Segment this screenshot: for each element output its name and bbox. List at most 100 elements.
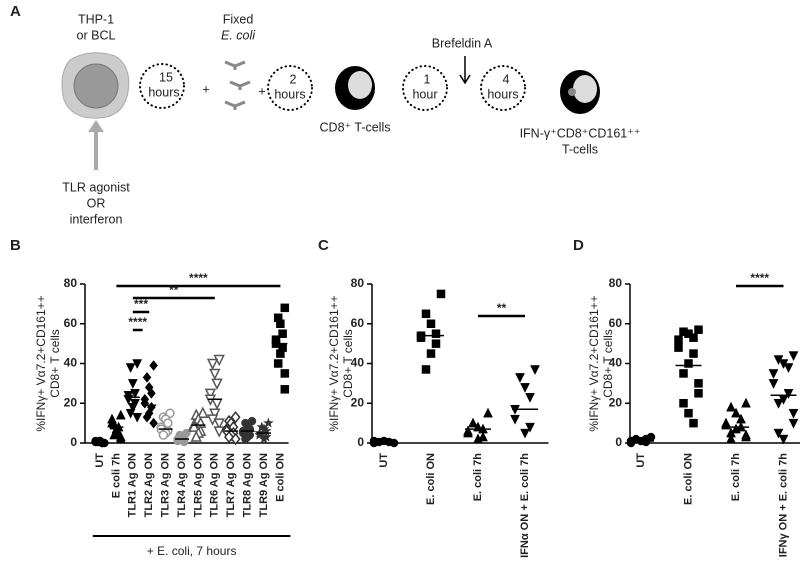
data-point	[211, 398, 223, 410]
stimulus-label: TLR agonist	[62, 180, 130, 194]
data-point	[641, 434, 651, 444]
result-nucleus	[573, 75, 597, 103]
data-point	[463, 427, 473, 438]
y-tick-label: 0	[615, 435, 622, 449]
data-point	[726, 401, 736, 412]
data-point	[273, 359, 283, 368]
y-axis-label: CD8+ T cells	[601, 329, 615, 398]
data-point	[206, 358, 219, 371]
timer-unit: hours	[487, 87, 518, 101]
timer-unit: hours	[274, 87, 305, 101]
data-point	[258, 433, 270, 444]
data-point	[741, 431, 751, 442]
data-point	[468, 417, 478, 428]
bacteria-label: Fixed	[223, 12, 254, 26]
data-point	[127, 379, 138, 389]
data-point	[276, 319, 285, 328]
data-point	[179, 437, 189, 447]
data-point	[679, 369, 688, 378]
data-point	[731, 423, 741, 434]
y-tick-label: 0	[357, 435, 364, 449]
data-point	[197, 406, 209, 418]
data-point	[694, 325, 703, 334]
data-point	[674, 343, 683, 352]
data-point	[132, 412, 143, 423]
timer	[480, 65, 526, 111]
result-label: IFN-γ⁺CD8⁺CD161⁺⁺	[520, 126, 641, 140]
y-tick-label: 80	[351, 276, 365, 290]
y-axis-label: CD8+ T cells	[48, 329, 62, 398]
data-point	[525, 393, 535, 403]
x-tick-label: UT	[378, 453, 390, 468]
data-point	[694, 389, 703, 398]
data-point	[213, 418, 225, 430]
y-tick-label: 80	[64, 276, 78, 290]
y-tick-label: 60	[609, 316, 623, 330]
x-tick-label: IFNγ ON + E. coli 7h	[777, 453, 789, 558]
data-point	[280, 385, 290, 394]
data-point	[158, 430, 169, 440]
timer	[139, 63, 185, 109]
data-point	[209, 368, 221, 381]
data-point	[426, 349, 436, 358]
timer-value: 4	[503, 72, 510, 86]
cell-label: THP-1	[78, 12, 114, 26]
data-point	[426, 319, 436, 328]
data-point	[473, 433, 483, 444]
data-point	[421, 365, 431, 374]
bacteria-label: E. coli	[221, 28, 256, 42]
data-point	[773, 399, 784, 409]
data-point	[694, 379, 703, 388]
x-tick-label: E. coli ON	[425, 453, 437, 505]
data-point	[280, 369, 290, 378]
data-point	[280, 303, 290, 313]
x-tick-label: TLR5 Ag ON	[192, 453, 204, 517]
data-point	[278, 329, 287, 338]
y-axis-label: %IFNγ+ Vα7.2+CD161++	[587, 295, 601, 431]
x-tick-label: TLR4 Ag ON	[176, 453, 188, 517]
data-point	[115, 409, 126, 420]
y-tick-label: 40	[609, 356, 623, 370]
data-point	[127, 402, 138, 413]
data-point	[783, 389, 794, 399]
apc-nucleus	[73, 63, 119, 109]
bracket-label: + E. coli, 7 hours	[147, 544, 237, 558]
panel-letter: B	[10, 237, 21, 254]
data-point	[224, 430, 234, 444]
arrow-down	[459, 56, 471, 85]
data-point	[525, 422, 535, 433]
data-point	[768, 379, 779, 389]
data-point	[783, 363, 794, 374]
timer-unit: hours	[148, 85, 179, 99]
data-point	[773, 428, 784, 439]
y-tick-label: 0	[70, 435, 77, 449]
data-point	[147, 387, 156, 399]
data-point	[788, 351, 799, 362]
timer-value: 1	[424, 72, 431, 86]
data-point	[483, 407, 493, 418]
cell-label: or BCL	[77, 28, 116, 42]
bacteria-icons	[224, 60, 251, 110]
x-tick-label: TLR9 Ag ON	[258, 453, 270, 517]
data-point	[416, 333, 426, 342]
data-point	[684, 359, 693, 368]
data-point	[149, 360, 158, 371]
data-point	[530, 365, 540, 376]
data-point	[731, 407, 741, 418]
x-tick-label: UT	[635, 453, 647, 468]
stimulus-label: OR	[87, 196, 106, 210]
y-tick-label: 60	[64, 316, 78, 330]
timer-value: 2	[290, 72, 297, 86]
data-point	[520, 383, 530, 393]
data-point	[689, 349, 698, 358]
data-point	[97, 438, 107, 448]
data-point	[421, 309, 431, 319]
data-point	[689, 333, 698, 342]
y-axis-label: %IFNγ+ Vα7.2+CD161++	[327, 295, 341, 431]
data-point	[741, 397, 751, 408]
data-point	[115, 431, 126, 442]
data-point	[230, 432, 241, 446]
data-point	[241, 434, 250, 444]
data-point	[125, 363, 136, 374]
